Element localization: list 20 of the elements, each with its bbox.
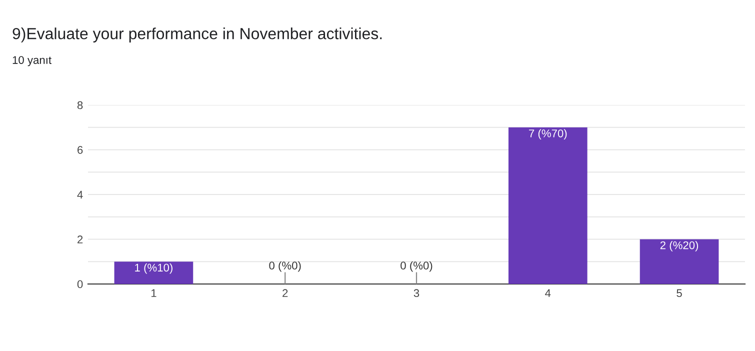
x-tick-label: 1 xyxy=(151,289,156,297)
x-tick-label: 3 xyxy=(414,289,420,298)
data-label: 0 (%0) xyxy=(400,261,432,272)
y-tick-label: 8 xyxy=(77,101,83,110)
data-label: 2 (%20) xyxy=(660,241,698,252)
y-tick-label: 4 xyxy=(77,190,83,199)
bar xyxy=(114,262,194,284)
chart-subtitle: 10 yanıt xyxy=(12,56,52,66)
chart-title: 9)Evaluate your performance in November activities. xyxy=(12,28,382,42)
bar xyxy=(640,239,719,284)
data-label: 0 (%0) xyxy=(269,261,301,272)
y-tick-label: 2 xyxy=(78,236,83,244)
data-label: 1 (%10) xyxy=(135,263,172,274)
y-tick-label: 0 xyxy=(77,280,83,288)
data-label: 7 (%70) xyxy=(529,129,567,140)
x-tick-label: 5 xyxy=(676,289,682,298)
y-tick-label: 6 xyxy=(78,146,83,154)
x-tick-label: 2 xyxy=(282,289,288,297)
bar xyxy=(508,127,588,284)
x-tick-label: 4 xyxy=(545,289,551,297)
